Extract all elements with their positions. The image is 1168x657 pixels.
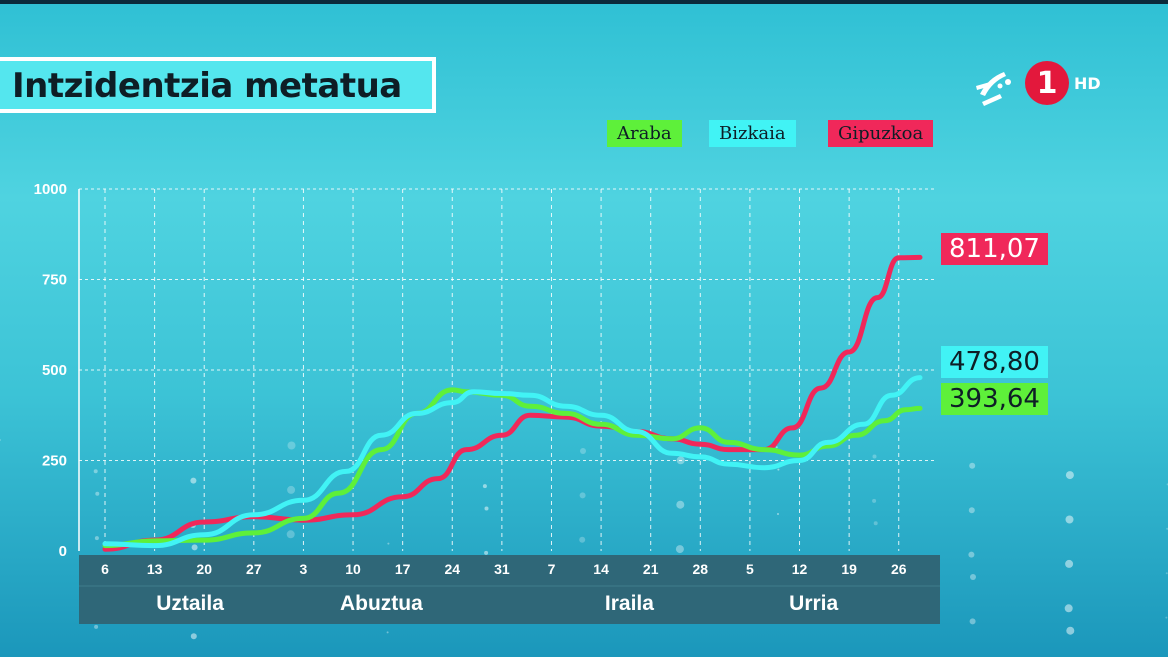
month-label: Urria <box>789 592 838 615</box>
x-tick-label: 10 <box>345 561 361 577</box>
bokeh-dot <box>388 453 391 456</box>
bokeh-dot <box>873 521 878 526</box>
bokeh-dot <box>969 462 976 469</box>
bokeh-dot <box>191 544 198 551</box>
bokeh-dot <box>1165 616 1168 619</box>
bokeh-dot <box>482 484 487 489</box>
y-tick-label: 250 <box>42 453 67 470</box>
bokeh-dot <box>579 492 586 499</box>
x-tick-label: 19 <box>841 561 857 577</box>
x-tick-label: 26 <box>891 561 907 577</box>
x-tick-label: 14 <box>593 561 609 577</box>
month-label: Uztaila <box>156 592 224 615</box>
bokeh-dot <box>1165 572 1168 575</box>
bokeh-dot <box>1065 559 1074 568</box>
bokeh-dot <box>1065 515 1074 524</box>
channel-number: 1 <box>1037 66 1058 101</box>
bokeh-dot <box>676 500 685 509</box>
bokeh-dot <box>286 530 295 539</box>
x-tick-label: 31 <box>494 561 510 577</box>
bokeh-dot <box>872 454 877 459</box>
x-tick-label: 12 <box>792 561 808 577</box>
bokeh-dot <box>0 439 1 441</box>
bokeh-dot <box>387 542 390 545</box>
x-tick-label: 24 <box>444 561 460 577</box>
value-tag-araba: 393,64 <box>941 383 1048 415</box>
legend-label: Bizkaia <box>719 123 786 144</box>
bokeh-dot <box>675 545 684 554</box>
x-tick-label: 7 <box>548 561 556 577</box>
legend-label: Araba <box>617 123 672 144</box>
bokeh-dot <box>95 491 100 496</box>
bokeh-dot <box>1065 471 1074 480</box>
bokeh-dot <box>969 618 976 625</box>
chart-grid <box>79 188 936 551</box>
page-title: Intzidentzia metatua <box>12 66 402 106</box>
bokeh-dot <box>968 507 975 514</box>
etb-swirl-icon <box>976 72 1011 106</box>
month-labels: Uztaila Abuztua Iraila Urria <box>156 592 838 615</box>
bokeh-dot <box>94 624 99 629</box>
top-border <box>0 0 1168 4</box>
bokeh-dot <box>287 441 296 450</box>
bokeh-dot <box>970 574 976 580</box>
bokeh-dot <box>94 536 99 541</box>
legend-label: Gipuzkoa <box>838 123 924 144</box>
bokeh-dot <box>1064 604 1073 613</box>
x-tick-label: 27 <box>246 561 262 577</box>
bokeh-dot <box>968 551 975 558</box>
x-tick-label: 3 <box>300 561 308 577</box>
title-box: Intzidentzia metatua <box>0 57 436 113</box>
bokeh-dot <box>777 468 780 471</box>
x-tick-label: 21 <box>643 561 659 577</box>
month-label: Iraila <box>605 592 654 615</box>
bokeh-dot <box>872 498 877 503</box>
bokeh-dot <box>484 506 489 511</box>
value-tag-bizkaia: 478,80 <box>941 346 1048 378</box>
bokeh-dot <box>386 631 389 634</box>
series-line-araba <box>102 387 923 549</box>
bokeh-dot <box>580 448 586 454</box>
series-lines <box>102 254 923 552</box>
x-tick-label: 20 <box>196 561 212 577</box>
x-tick-label: 13 <box>147 561 163 577</box>
x-axis: 6 13 20 27 3 10 17 24 31 7 14 21 28 5 12 19 26 <box>101 561 907 577</box>
legend-gipuzkoa: Gipuzkoa <box>828 120 934 147</box>
series-line-gipuzkoa <box>102 254 923 552</box>
bokeh-dot <box>190 633 197 640</box>
y-tick-label: 1000 <box>34 181 67 198</box>
month-band <box>79 555 940 624</box>
bokeh-dot <box>93 469 98 474</box>
value-tag-text: 811,07 <box>949 234 1040 264</box>
bokeh-dot <box>579 536 586 543</box>
x-tick-label: 17 <box>395 561 411 577</box>
y-tick-label: 750 <box>42 272 67 289</box>
x-tick-label: 28 <box>693 561 709 577</box>
series-line-bizkaia <box>102 375 923 549</box>
legend-bizkaia: Bizkaia <box>709 120 796 147</box>
bokeh-dot <box>190 477 197 484</box>
bokeh-dot <box>1066 626 1075 635</box>
value-tag-text: 478,80 <box>949 347 1040 377</box>
legend-araba: Araba <box>607 120 682 147</box>
bokeh-dot <box>775 446 778 449</box>
bokeh-dot <box>287 485 296 494</box>
y-tick-label: 0 <box>59 543 67 560</box>
bokeh-dot <box>484 550 489 555</box>
bokeh-dot <box>777 513 779 515</box>
channel-circle <box>1025 61 1069 105</box>
value-tag-text: 393,64 <box>949 384 1040 414</box>
x-tick-label: 6 <box>101 561 109 577</box>
y-tick-label: 500 <box>42 362 67 379</box>
value-tag-gipuzkoa: 811,07 <box>941 233 1048 265</box>
y-axis: 0 250 500 750 1000 <box>34 181 80 560</box>
month-label: Abuztua <box>340 592 423 615</box>
hd-label: HD <box>1074 74 1101 93</box>
x-tick-label: 5 <box>746 561 754 577</box>
etb-logo-icon: 1 HD <box>976 61 1101 106</box>
